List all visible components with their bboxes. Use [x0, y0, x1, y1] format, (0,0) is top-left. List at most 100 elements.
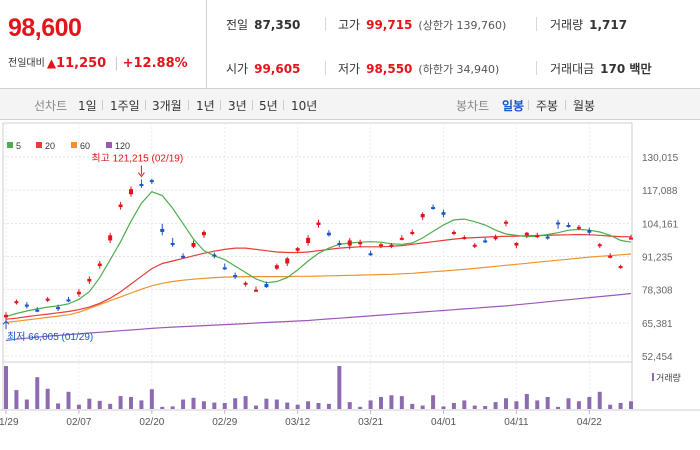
legend-label-ma60: 60	[80, 141, 90, 151]
candle-body	[389, 244, 394, 247]
candle-body	[295, 248, 300, 251]
volume-bar	[129, 396, 133, 409]
volume-bar	[56, 403, 61, 409]
volume-bar	[399, 396, 404, 409]
tab-range-5y[interactable]: 5년	[259, 99, 278, 113]
volume-bar	[264, 398, 269, 409]
volume-bar	[379, 396, 383, 409]
volume-bar	[274, 399, 279, 409]
candle-body	[576, 226, 581, 229]
volume-bar	[66, 391, 71, 409]
volume-bar	[504, 398, 508, 409]
candle-body	[441, 212, 446, 215]
stat-high: 고가 99,715 (상한가 139,760)	[338, 18, 507, 32]
tab-range-1d[interactable]: 1일	[78, 99, 97, 113]
legend-swatch-ma20	[36, 142, 42, 148]
volume-bar	[306, 401, 311, 409]
x-tick-label: 04/11	[504, 417, 529, 428]
x-tick-label: 03/21	[358, 417, 383, 428]
y-tick-label: 52,454	[642, 352, 673, 363]
change-label: 전일대비	[8, 58, 45, 69]
y-tick-label: 78,308	[642, 286, 673, 297]
volume-bar	[45, 388, 50, 409]
candle-body	[97, 263, 102, 267]
volume-bar	[191, 397, 196, 409]
candle-body	[399, 237, 404, 240]
change-percent: +12.88%	[122, 56, 188, 71]
volume-bar	[108, 403, 113, 409]
tab-range-10y[interactable]: 10년	[291, 99, 318, 113]
change-amount: 11,250	[56, 56, 107, 71]
candle-body	[524, 232, 529, 236]
candle-body	[129, 189, 133, 195]
candle-body	[493, 237, 498, 240]
candle-body	[24, 304, 29, 307]
stat-prev-close: 전일 87,350	[226, 18, 301, 32]
candle-body	[45, 298, 50, 301]
period-tab-bar: 선차트 1일 1주일 3개월 1년 3년 5년 10년 봉차트 일봉 주봉 월봉	[0, 89, 700, 120]
tab-range-3y[interactable]: 3년	[228, 99, 247, 113]
volume-bar	[160, 406, 165, 409]
candle-body	[420, 213, 425, 218]
volume-bar	[24, 399, 29, 409]
volume-bar	[97, 400, 102, 409]
volume-bar	[243, 396, 248, 409]
candle-body	[514, 242, 519, 246]
volume-bar	[347, 402, 352, 409]
volume-bar	[368, 400, 373, 409]
tab-range-3m[interactable]: 3개월	[152, 99, 182, 113]
candle-body	[274, 265, 279, 269]
volume-bar	[254, 405, 258, 409]
volume-bar	[14, 390, 19, 409]
volume-bar	[618, 402, 623, 409]
candle-body	[431, 207, 436, 210]
x-tick-label: 02/07	[66, 417, 91, 428]
stat-low: 저가 98,550 (하한가 34,940)	[338, 62, 500, 76]
x-tick-label: 01/29	[0, 417, 19, 428]
y-tick-label: 104,161	[642, 219, 679, 230]
y-tick-label: 65,381	[642, 319, 673, 330]
candle-body	[139, 183, 144, 186]
ma5-line	[5, 190, 632, 318]
legend-swatch-ma5	[7, 142, 13, 148]
volume-bar	[545, 396, 550, 409]
legend-label-ma5: 5	[16, 141, 21, 151]
candle-body	[76, 291, 81, 295]
candle-body	[337, 242, 342, 245]
tab-range-1w[interactable]: 1주일	[110, 99, 140, 113]
volume-bar	[326, 403, 331, 409]
stat-turnover: 거래대금 170 백만	[550, 62, 652, 76]
volume-bar	[431, 395, 436, 409]
candle-body	[170, 242, 175, 245]
candle-body	[160, 228, 165, 232]
volume-bar	[118, 396, 123, 409]
candle-body	[451, 231, 456, 234]
volume-bar	[181, 399, 186, 409]
stat-open: 시가 99,605	[226, 62, 301, 76]
volume-bar	[149, 389, 154, 409]
volume-bar	[566, 398, 571, 409]
volume-bar	[170, 406, 175, 409]
volume-bar	[597, 391, 602, 409]
candle-body	[545, 236, 550, 239]
candle-body	[556, 222, 561, 225]
low-arrowhead	[2, 320, 10, 325]
tab-weekly[interactable]: 주봉	[536, 99, 559, 113]
candle-body	[243, 282, 248, 285]
candle-body	[483, 240, 488, 243]
volume-bar	[451, 402, 456, 409]
volume-bar	[462, 400, 467, 409]
tab-daily[interactable]: 일봉	[502, 99, 525, 113]
candle-body	[14, 301, 19, 304]
low-annotation: 최저 66,005 (01/29)	[7, 331, 93, 343]
volume-bar	[629, 401, 633, 409]
candle-body	[618, 266, 623, 269]
candle-body	[149, 180, 154, 183]
candle-body	[316, 222, 321, 226]
tab-range-1y[interactable]: 1년	[196, 99, 215, 113]
price-block: 98,600 전일대비 ▲11,250 | +12.88%	[0, 0, 207, 88]
volume-bar	[233, 398, 238, 409]
tab-monthly[interactable]: 월봉	[573, 99, 596, 113]
candle-body	[410, 231, 415, 234]
volume-legend-swatch	[652, 373, 654, 381]
